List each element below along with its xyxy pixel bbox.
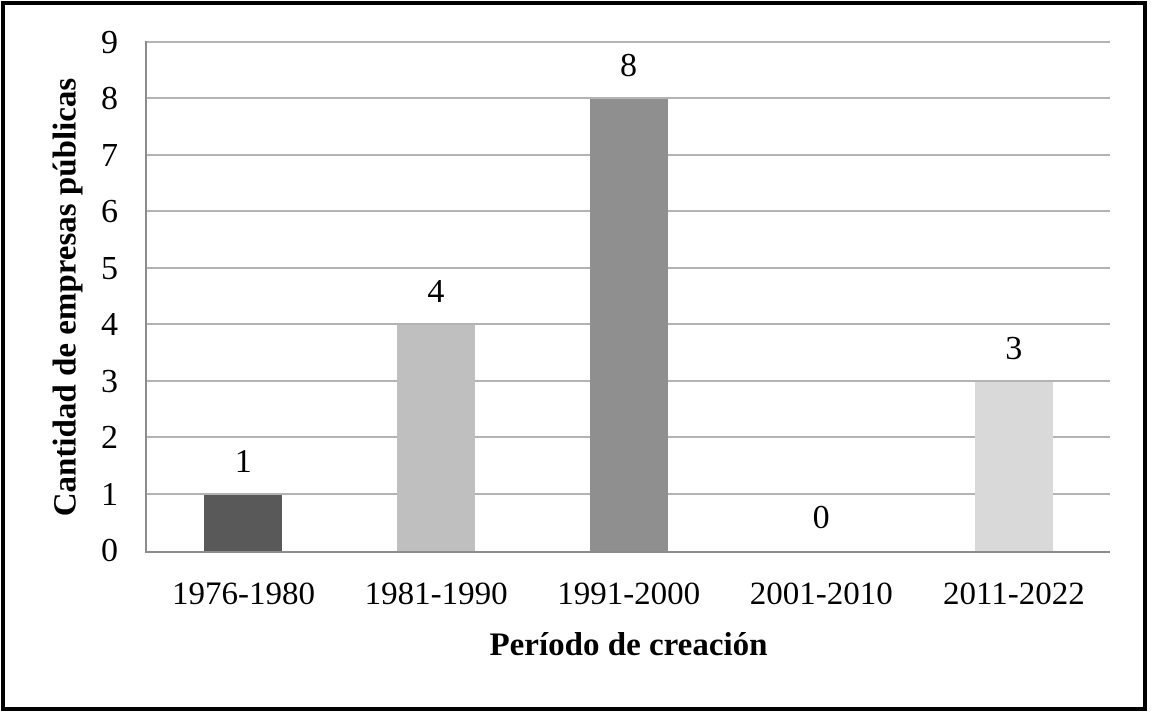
x-axis-line xyxy=(145,551,1110,553)
y-tick-label-3: 3 xyxy=(101,362,118,400)
bar-1981-1990 xyxy=(396,325,475,551)
bar-1976-1980 xyxy=(204,494,283,551)
gridline-y-8 xyxy=(147,97,1110,100)
x-tick-label-2001-2010: 2001-2010 xyxy=(749,576,893,612)
y-tick-label-0: 0 xyxy=(101,532,118,569)
bar-2011-2022 xyxy=(974,381,1053,551)
bar-value-label-1976-1980: 1 xyxy=(234,442,252,480)
y-tick-label-8: 8 xyxy=(101,80,118,118)
y-tick-label-9: 9 xyxy=(101,24,118,61)
y-tick-label-5: 5 xyxy=(101,249,118,287)
bar-value-label-2001-2010: 0 xyxy=(812,499,830,536)
x-tick-label-2011-2022: 2011-2022 xyxy=(943,576,1085,612)
y-tick-label-6: 6 xyxy=(101,193,118,231)
y-tick-label-4: 4 xyxy=(101,306,118,344)
x-axis-title: Período de creación xyxy=(489,627,768,663)
y-tick-label-7: 7 xyxy=(101,136,118,174)
bar-value-label-1991-2000: 8 xyxy=(620,47,637,85)
x-tick-label-1981-1990: 1981-1990 xyxy=(364,576,508,612)
gridline-y-9 xyxy=(147,41,1110,43)
bar-value-label-2011-2022: 3 xyxy=(1005,329,1023,367)
y-axis-line xyxy=(145,41,147,551)
bar-1991-2000 xyxy=(589,99,668,551)
y-tick-label-1: 1 xyxy=(101,475,118,513)
x-tick-label-1991-2000: 1991-2000 xyxy=(557,576,701,612)
bar-value-label-1981-1990: 4 xyxy=(427,273,445,311)
plot-area: 1 4 8 0 3 xyxy=(145,41,1110,553)
x-tick-label-1976-1980: 1976-1980 xyxy=(172,576,315,612)
y-tick-label-2: 2 xyxy=(101,419,118,457)
